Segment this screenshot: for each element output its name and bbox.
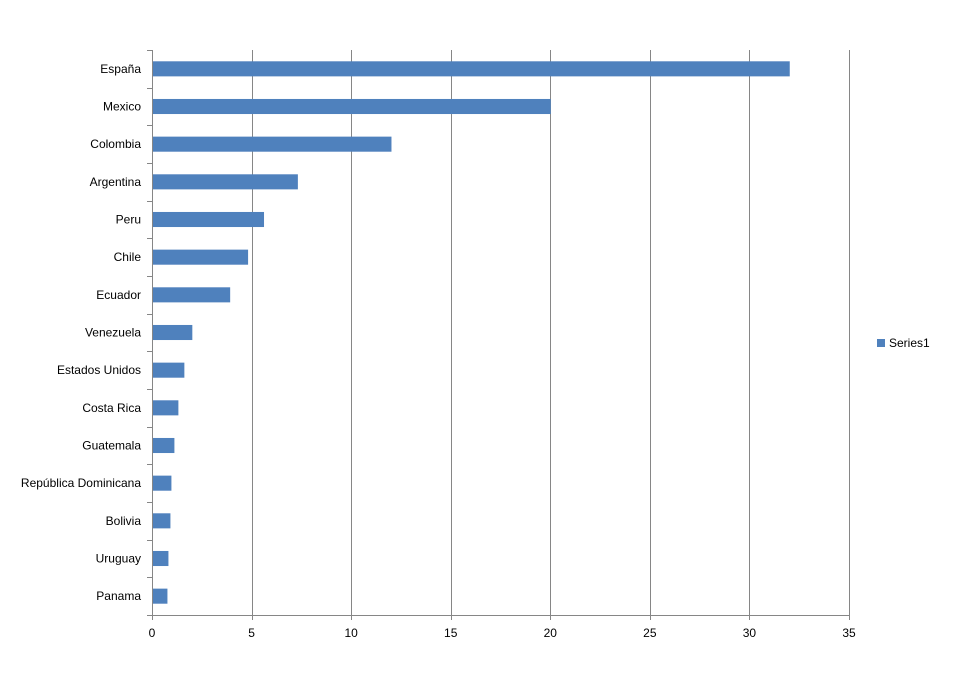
category-label: Estados Unidos (57, 363, 141, 377)
bar-uruguay (152, 550, 169, 567)
category-label: Peru (116, 213, 141, 227)
x-tick-label: 20 (544, 626, 558, 640)
legend-swatch (877, 339, 885, 347)
bar-rep-blica-dominicana (152, 475, 172, 491)
bar-panama (152, 588, 168, 604)
category-label: Chile (114, 250, 142, 264)
legend-label-series1: Series1 (889, 336, 930, 350)
x-tick-label: 10 (344, 626, 358, 640)
x-tick-label: 30 (743, 626, 757, 640)
bar-guatemala (152, 437, 175, 454)
bar-costa-rica (152, 400, 179, 416)
category-label: Bolivia (106, 514, 142, 528)
category-label: Venezuela (85, 326, 141, 340)
x-tick-label: 0 (149, 626, 156, 640)
bar-espa-a (152, 61, 790, 77)
bar-venezuela (152, 324, 193, 341)
category-labels: España Mexico Colombia Argentina Peru Chile Ec… (21, 62, 141, 603)
category-label: Mexico (103, 100, 141, 114)
bar-bolivia (152, 513, 171, 529)
x-tick-label: 15 (444, 626, 458, 640)
bar-chile (152, 249, 249, 265)
bar-colombia (152, 136, 392, 152)
bar-ecuador (152, 287, 231, 303)
axes (147, 50, 850, 620)
category-label: Ecuador (96, 288, 141, 302)
category-label: Panama (96, 589, 141, 603)
bar-argentina (152, 174, 298, 190)
x-tick-label: 25 (643, 626, 657, 640)
tick-labels: 0 5 10 15 20 25 30 35 (149, 626, 856, 640)
category-label: Argentina (90, 175, 142, 189)
bar-mexico (152, 98, 551, 115)
category-label: República Dominicana (21, 476, 141, 490)
category-label: Colombia (90, 137, 141, 151)
bar-peru (152, 211, 265, 228)
x-tick-label: 5 (248, 626, 255, 640)
bar-estados-unidos (152, 362, 185, 378)
category-label: España (100, 62, 141, 76)
category-label: Guatemala (82, 439, 141, 453)
category-label: Costa Rica (82, 401, 141, 415)
legend: Series1 (877, 336, 930, 350)
bars (152, 61, 790, 604)
x-tick-label: 35 (842, 626, 856, 640)
category-label: Uruguay (96, 552, 141, 566)
gridlines (252, 50, 850, 615)
